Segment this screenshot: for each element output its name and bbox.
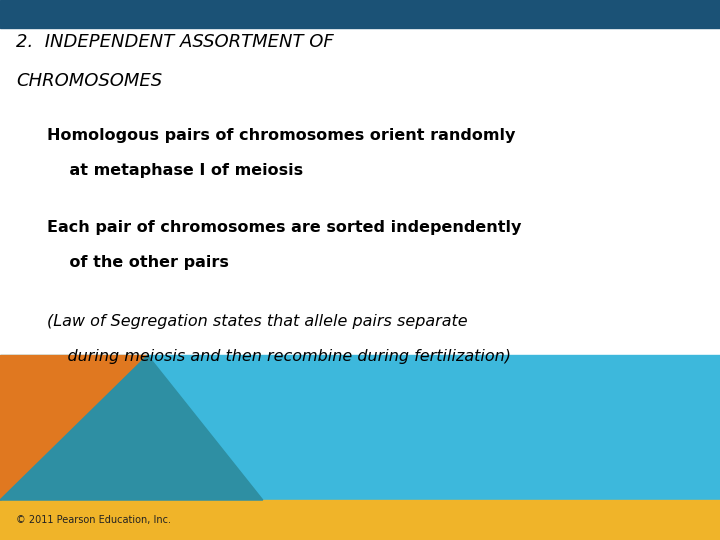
- Bar: [0, 355, 720, 500]
- Text: at metaphase I of meiosis: at metaphase I of meiosis: [47, 163, 303, 178]
- Text: © 2011 Pearson Education, Inc.: © 2011 Pearson Education, Inc.: [16, 515, 171, 525]
- Text: during meiosis and then recombine during fertilization): during meiosis and then recombine during…: [47, 349, 510, 364]
- Text: (Law of Segregation states that allele pairs separate: (Law of Segregation states that allele p…: [47, 314, 467, 329]
- Bar: [0, 500, 720, 540]
- Text: 2.  INDEPENDENT ASSORTMENT OF: 2. INDEPENDENT ASSORTMENT OF: [16, 33, 333, 51]
- Bar: [0, 0, 720, 28]
- Text: Homologous pairs of chromosomes orient randomly: Homologous pairs of chromosomes orient r…: [47, 128, 516, 143]
- Text: Each pair of chromosomes are sorted independently: Each pair of chromosomes are sorted inde…: [47, 220, 521, 235]
- Text: CHROMOSOMES: CHROMOSOMES: [16, 72, 162, 90]
- Text: of the other pairs: of the other pairs: [47, 255, 229, 270]
- Polygon shape: [0, 355, 148, 500]
- Polygon shape: [0, 355, 263, 500]
